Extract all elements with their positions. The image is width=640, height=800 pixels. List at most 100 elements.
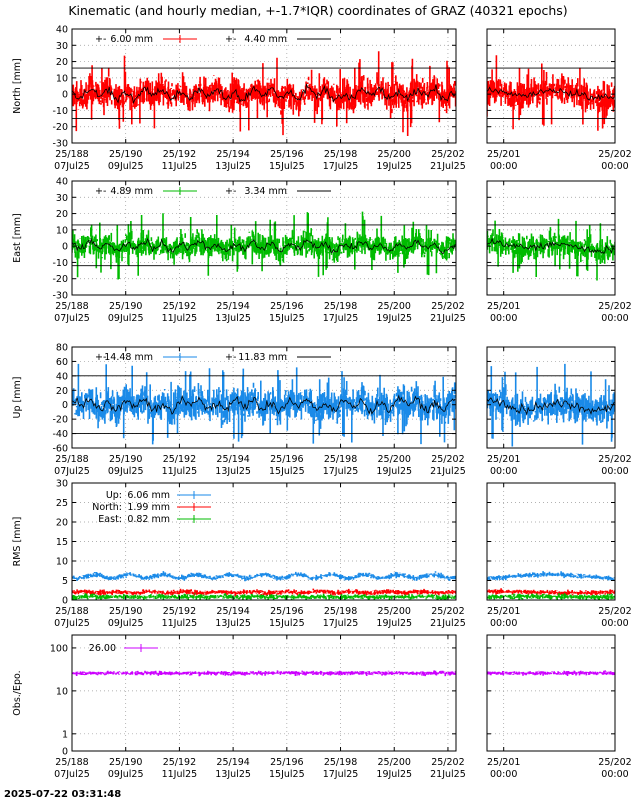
data-points-north [72, 51, 456, 136]
data-points-up [72, 363, 456, 445]
y-tick-label: 20 [56, 209, 68, 220]
y-tick-label: -40 [52, 429, 68, 440]
y-tick-label: -10 [52, 106, 68, 117]
x-tick-label-top: 25/188 [55, 149, 88, 160]
x-tick-label-top: 25/202 [431, 757, 464, 768]
x-tick-label-bottom: 00:00 [601, 313, 628, 324]
x-tick-label-top: 25/198 [324, 757, 357, 768]
x-tick-label-bottom: 00:00 [601, 466, 628, 477]
y-axis-label-east: East [mm] [12, 213, 23, 262]
legend-rms: Up: 6.06 mm North: 1.99 mm East: 0.82 mm [92, 490, 211, 525]
data-points-rms-east [72, 593, 456, 600]
x-tick-label-top: 25/201 [487, 301, 520, 312]
x-tick-label-top: 25/201 [487, 454, 520, 465]
x-tick-label-bottom: 00:00 [601, 618, 628, 629]
x-tick-label-bottom: 15Jul25 [269, 313, 305, 324]
legend-value: 6.06 mm [127, 490, 170, 501]
x-tick-label-top: 25/192 [163, 606, 196, 617]
x-tick-label-top: 25/202 [598, 149, 631, 160]
data-rms [72, 571, 456, 600]
x-tick-label-top: 25/200 [378, 454, 411, 465]
y-tick-label: -30 [52, 291, 68, 302]
x-tick-label-bottom: 19Jul25 [376, 466, 412, 477]
y-tick-label: 40 [56, 177, 68, 188]
legend-label: Up: [106, 490, 122, 501]
x-tick-label-top: 25/202 [431, 606, 464, 617]
legend-value: 1.99 mm [127, 502, 170, 513]
y-tick-label: 40 [56, 25, 68, 36]
data-points-east [487, 218, 615, 281]
x-tick-label-bottom: 17Jul25 [323, 313, 359, 324]
x-tick-label-top: 25/194 [216, 149, 249, 160]
x-tick-label-top: 25/196 [270, 454, 303, 465]
x-tick-label-bottom: 00:00 [601, 161, 628, 172]
data-points-rms-north [487, 588, 615, 596]
data-points-east [72, 211, 456, 280]
y-tick-label: -10 [52, 258, 68, 269]
plot-frame [71, 180, 457, 296]
x-tick-label-top: 25/196 [270, 606, 303, 617]
y-tick-label: 10 [56, 686, 68, 697]
x-tick-label-top: 25/188 [55, 757, 88, 768]
y-tick-label: 25 [56, 498, 68, 509]
data-rms [487, 571, 615, 600]
median-line-up [72, 394, 456, 415]
x-tick-label-top: 25/188 [55, 454, 88, 465]
plot-frame [71, 28, 457, 144]
x-tick-label-top: 25/202 [598, 301, 631, 312]
x-tick-label-bottom: 11Jul25 [162, 769, 198, 780]
y-tick-label: -60 [52, 444, 68, 455]
panel-rms: RMS [mm]05101520253025/18807Jul2525/1900… [12, 479, 632, 630]
y-tick-label: 15 [56, 537, 68, 548]
x-tick-label-top: 25/201 [487, 606, 520, 617]
x-tick-label-top: 25/200 [378, 606, 411, 617]
x-tick-label-bottom: 11Jul25 [162, 161, 198, 172]
y-axis-label-north: North [mm] [12, 58, 23, 114]
x-tick-label-bottom: 00:00 [490, 769, 517, 780]
y-tick-label: 40 [56, 371, 68, 382]
x-tick-label-bottom: 21Jul25 [430, 618, 466, 629]
legend-label: North: [92, 502, 122, 513]
x-tick-label-top: 25/190 [109, 606, 142, 617]
legend-label: East: [98, 514, 122, 525]
x-tick-label-bottom: 00:00 [490, 466, 517, 477]
x-tick-label-bottom: 21Jul25 [430, 313, 466, 324]
x-tick-label-bottom: 21Jul25 [430, 769, 466, 780]
x-tick-label-bottom: 21Jul25 [430, 466, 466, 477]
x-tick-label-bottom: 21Jul25 [430, 161, 466, 172]
legend-label: 11.83 mm [238, 352, 287, 363]
data-east [72, 211, 456, 280]
x-tick-label-top: 25/198 [324, 454, 357, 465]
median-line-east [72, 237, 456, 254]
x-tick-label-bottom: 15Jul25 [269, 618, 305, 629]
x-tick-label-top: 25/194 [216, 301, 249, 312]
x-tick-label-bottom: 07Jul25 [54, 313, 90, 324]
x-tick-label-top: 25/202 [431, 301, 464, 312]
y-tick-label: 0 [62, 242, 68, 253]
data-east [487, 218, 615, 281]
legend-prefix: +- [95, 34, 106, 45]
y-tick-label: 0 [62, 747, 68, 758]
panel-north: North [mm] -30 -20 -10 0 10 20 30 40 25/18807Jul2… [12, 25, 632, 173]
x-tick-label-top: 25/192 [163, 757, 196, 768]
data-obs [72, 670, 456, 677]
data-up [72, 363, 456, 445]
legend-east: +- 4.89 mm +- 3.34 mm [95, 186, 331, 197]
plot-frame [71, 346, 457, 449]
legend-label: 4.89 mm [110, 186, 153, 197]
legend-prefix: +- [95, 186, 106, 197]
x-tick-label-bottom: 17Jul25 [323, 769, 359, 780]
legend-prefix: +- [95, 352, 106, 363]
y-tick-label: 0 [62, 596, 68, 607]
legend-prefix: +- [225, 352, 236, 363]
x-tick-label-top: 25/192 [163, 149, 196, 160]
x-tick-label-top: 25/194 [216, 757, 249, 768]
x-tick-label-bottom: 09Jul25 [108, 161, 144, 172]
x-tick-label-bottom: 09Jul25 [108, 466, 144, 477]
x-tick-label-top: 25/202 [431, 149, 464, 160]
